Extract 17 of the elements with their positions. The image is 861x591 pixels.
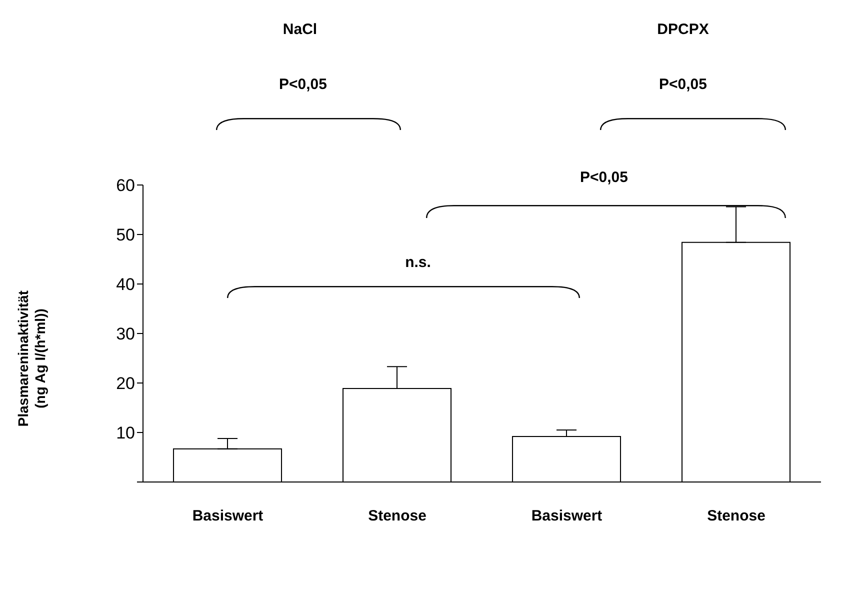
y-tick-label: 30 xyxy=(116,324,135,344)
annotation: n.s. xyxy=(405,254,431,271)
y-axis-title: Plasmareninaktivität (ng Ag I/(h*ml)) xyxy=(15,290,48,427)
text: P<0,05 xyxy=(659,76,707,93)
y-tick-label: 20 xyxy=(116,374,135,394)
text: P<0,05 xyxy=(279,76,327,93)
text: NaCl xyxy=(282,20,318,38)
y-tick-label: 60 xyxy=(116,176,135,196)
y-tick-label: 10 xyxy=(116,424,135,443)
x-tick-label: Stenose xyxy=(707,508,766,525)
text: DPCPX xyxy=(657,20,709,38)
x-tick-label: Stenose xyxy=(368,508,426,525)
annotation: P<0,05 xyxy=(580,168,628,186)
x-tick-label: Basiswert xyxy=(531,508,602,525)
y-tick-label: 40 xyxy=(116,275,135,294)
y-tick-label: 50 xyxy=(116,226,135,245)
x-tick-label: Basiswert xyxy=(192,508,264,525)
